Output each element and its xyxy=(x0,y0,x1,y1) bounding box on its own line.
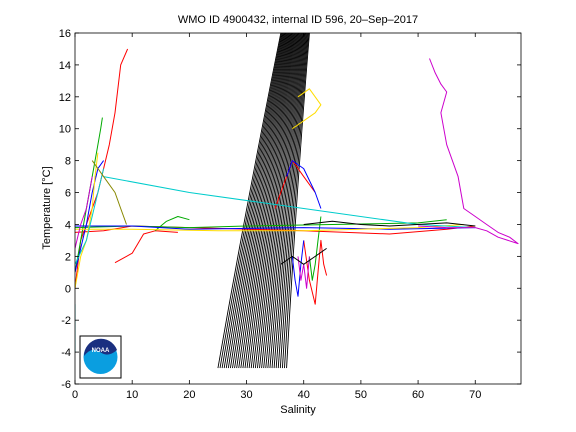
density-contour-line xyxy=(252,33,297,369)
y-tick-label: 0 xyxy=(65,283,71,295)
density-contour-line xyxy=(267,33,303,369)
density-contour-line xyxy=(234,33,289,369)
noaa-logo: NOAA xyxy=(79,335,122,379)
density-contour-line xyxy=(271,33,304,369)
density-contour-line xyxy=(248,33,295,369)
density-contour-line xyxy=(232,33,288,369)
profile-line xyxy=(114,230,178,264)
plot-frame xyxy=(74,32,522,385)
x-tick-label: 0 xyxy=(72,389,78,401)
density-contour-line xyxy=(275,33,306,369)
x-tick-label: 40 xyxy=(298,389,310,401)
density-contour-line xyxy=(284,33,310,369)
profile-line xyxy=(154,216,190,232)
x-axis-label: Salinity xyxy=(280,404,316,416)
y-axis: -6 -4 -2 0 2 4 6 8 10 12 14 16 xyxy=(59,28,521,391)
density-contour-line xyxy=(277,33,307,369)
profile-line xyxy=(91,160,127,225)
profile-line xyxy=(75,160,105,273)
x-tick-label: 20 xyxy=(183,389,195,401)
density-contour-line xyxy=(229,33,287,369)
density-contour-line xyxy=(236,33,290,369)
density-contour-line xyxy=(238,33,290,369)
y-tick-label: -2 xyxy=(61,315,71,327)
density-contour-line xyxy=(281,33,309,369)
density-contour-line xyxy=(221,33,284,369)
y-tick-label: 2 xyxy=(65,251,71,263)
y-tick-label: 14 xyxy=(59,60,71,72)
profile-line xyxy=(75,225,476,230)
density-contour-line xyxy=(254,33,297,369)
x-tick-label: 30 xyxy=(240,389,252,401)
x-axis: 0 10 20 30 40 50 60 70 xyxy=(72,33,481,401)
profile-line xyxy=(308,216,322,281)
logo-gull-shape xyxy=(83,338,117,356)
x-tick-label: 50 xyxy=(355,389,367,401)
profile-line xyxy=(75,168,105,265)
y-tick-label: 16 xyxy=(59,28,71,40)
y-tick-label: 4 xyxy=(65,219,71,231)
profile-line xyxy=(103,176,476,229)
profile-line xyxy=(291,240,305,297)
y-tick-label: 12 xyxy=(59,92,71,104)
density-contour-line xyxy=(250,33,296,369)
y-tick-label: 8 xyxy=(65,156,71,168)
density-contour-line xyxy=(286,33,310,369)
x-tick-label: 10 xyxy=(126,389,138,401)
y-tick-label: 6 xyxy=(65,188,71,200)
x-tick-label: 70 xyxy=(469,389,481,401)
x-tick-label: 60 xyxy=(412,389,424,401)
profile-line xyxy=(286,160,322,209)
profile-line xyxy=(75,225,476,235)
density-contour-group xyxy=(217,33,310,369)
density-contour-line xyxy=(227,33,286,369)
density-contour-line xyxy=(246,33,294,369)
density-contour-line xyxy=(223,33,284,369)
density-contour-line xyxy=(263,33,301,369)
density-contour-line xyxy=(242,33,292,369)
profile-line xyxy=(418,58,519,245)
profile-line xyxy=(75,152,99,289)
density-contour-line xyxy=(244,33,293,369)
logo-text: NOAA xyxy=(92,348,110,354)
y-tick-label: -6 xyxy=(61,379,71,391)
density-contour-line xyxy=(225,33,285,369)
profile-line xyxy=(280,247,327,265)
profile-line xyxy=(75,176,93,249)
y-tick-label: 10 xyxy=(59,124,71,136)
y-axis-label: Temperature [°C] xyxy=(41,166,53,249)
profile-series-group xyxy=(75,48,519,353)
density-contour-line xyxy=(257,33,298,369)
profile-line xyxy=(75,224,464,232)
profile-line xyxy=(303,239,328,305)
density-contour-line xyxy=(240,33,291,369)
profile-line xyxy=(303,220,476,227)
chart-title: WMO ID 4900432, internal ID 596, 20–Sep–… xyxy=(178,14,418,26)
y-tick-label: -4 xyxy=(61,347,71,359)
density-contour-line xyxy=(269,33,303,369)
density-contour-line xyxy=(265,33,302,369)
density-contour-line xyxy=(261,33,300,369)
density-contour-line xyxy=(273,33,305,369)
profile-line xyxy=(292,88,322,130)
density-contour-line xyxy=(279,33,308,369)
